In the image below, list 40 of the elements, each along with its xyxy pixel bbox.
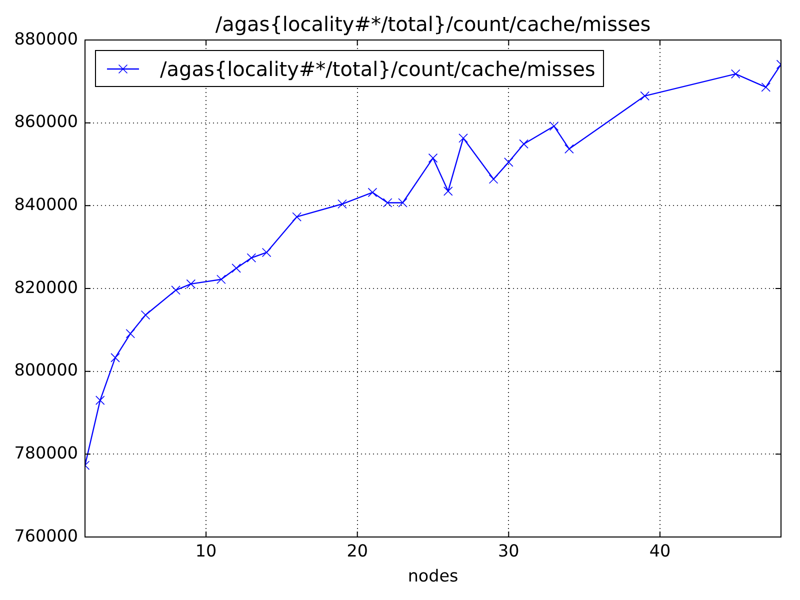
point — [246, 253, 256, 262]
y-tick-label: 860000 — [14, 111, 78, 132]
point — [549, 122, 559, 131]
point — [564, 144, 574, 154]
point — [398, 198, 408, 208]
x-tick-label: 40 — [649, 540, 671, 560]
y-tick-label: 760000 — [14, 525, 78, 546]
point — [458, 134, 468, 143]
point — [368, 188, 378, 198]
legend-label: /agas{locality#*/total}/count/cache/misses — [160, 56, 596, 80]
point — [232, 264, 241, 273]
point — [504, 158, 514, 167]
x-tick-label: 20 — [346, 540, 368, 560]
x-tick-label: 30 — [498, 540, 520, 560]
y-tick-label: 880000 — [14, 28, 78, 48]
point — [95, 396, 105, 405]
chart-title: /agas{locality#*/total}/count/cache/misses — [215, 12, 651, 36]
point — [761, 82, 771, 92]
point — [110, 353, 120, 362]
point — [216, 274, 226, 284]
y-tick-label: 780000 — [14, 442, 78, 463]
y-tick-label: 820000 — [14, 276, 78, 297]
point — [519, 139, 528, 149]
point — [488, 174, 498, 184]
point — [140, 310, 150, 320]
y-tick-label: 840000 — [14, 194, 78, 214]
point — [730, 69, 740, 79]
x-tick-label: 10 — [195, 540, 217, 560]
point — [443, 186, 453, 196]
point — [640, 91, 650, 101]
point — [292, 212, 302, 222]
point — [262, 248, 272, 258]
x-axis-title: nodes — [408, 565, 458, 586]
point — [382, 198, 392, 208]
point — [186, 279, 196, 289]
y-tick-label: 800000 — [14, 360, 78, 380]
point — [126, 329, 136, 338]
point — [171, 286, 180, 295]
point — [338, 199, 347, 209]
point — [428, 153, 438, 163]
